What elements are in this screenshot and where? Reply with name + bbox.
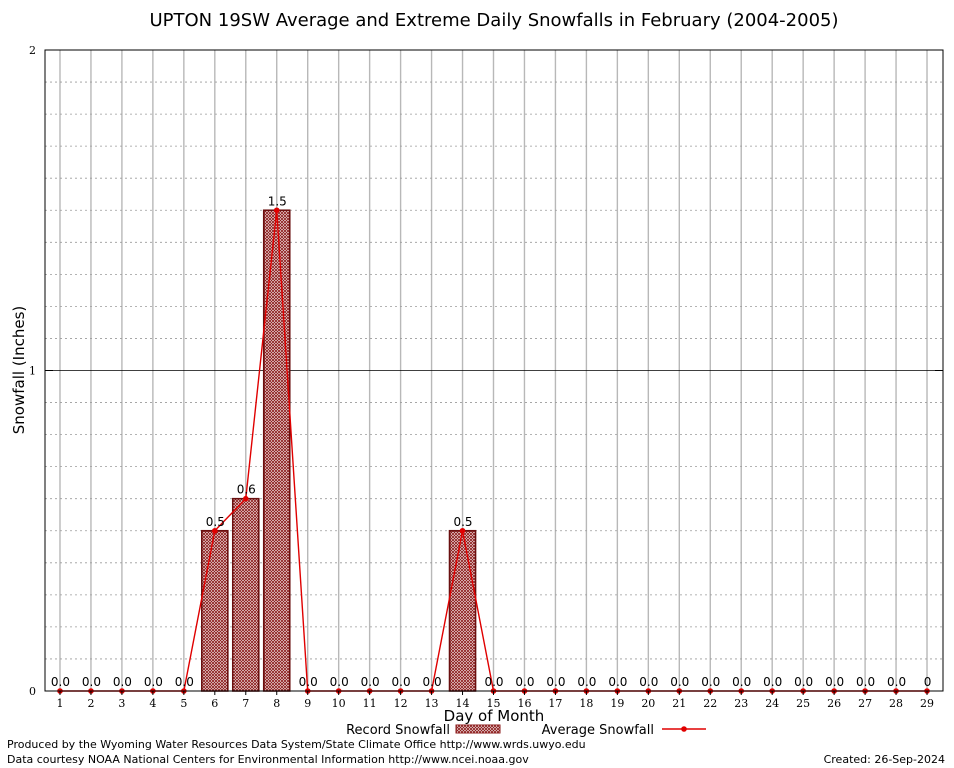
x-tick-label: 18 <box>579 697 593 710</box>
data-label-day-16: 0.0 <box>515 675 534 689</box>
data-label-day-27: 0.0 <box>856 675 875 689</box>
x-tick-label: 27 <box>858 697 872 710</box>
data-label-day-2: 0.0 <box>82 675 101 689</box>
data-label-day-13: 0.0 <box>423 675 442 689</box>
footer-produced-by: Produced by the Wyoming Water Resources … <box>7 738 586 751</box>
x-tick-label: 2 <box>87 697 94 710</box>
data-label-day-23: 0.0 <box>732 675 751 689</box>
data-label-day-24: 0.0 <box>763 675 782 689</box>
data-label-day-12: 0.0 <box>392 675 411 689</box>
data-label-day-11: 0.0 <box>361 675 380 689</box>
x-tick-label: 15 <box>487 697 501 710</box>
legend-average-label: Average Snowfall <box>542 723 654 738</box>
legend: Record Snowfall Average Snowfall <box>346 723 706 738</box>
grid-lines <box>45 50 943 691</box>
x-tick-label: 9 <box>304 697 311 710</box>
data-label-day-1: 0.0 <box>51 675 70 689</box>
x-tick-label: 17 <box>548 697 562 710</box>
data-label-day-18: 0.0 <box>577 675 596 689</box>
data-label-day-14: 0.5 <box>453 515 472 529</box>
y-tick-label: 0 <box>29 685 36 698</box>
legend-average-marker <box>681 726 687 732</box>
bar-day-6 <box>201 529 229 692</box>
data-label-day-25: 0.0 <box>794 675 813 689</box>
x-tick-label: 25 <box>796 697 810 710</box>
data-label-day-21: 0.0 <box>670 675 689 689</box>
x-tick-label: 28 <box>889 697 903 710</box>
y-axis-label: Snowfall (Inches) <box>10 306 28 434</box>
x-tick-label: 22 <box>703 697 717 710</box>
data-label-day-20: 0.0 <box>639 675 658 689</box>
x-tick-label: 4 <box>149 697 156 710</box>
data-label-day-3: 0.0 <box>113 675 132 689</box>
data-label-day-29: 0 <box>924 675 932 689</box>
x-tick-label: 5 <box>180 697 187 710</box>
x-tick-label: 3 <box>118 697 125 710</box>
legend-record-label: Record Snowfall <box>346 723 450 738</box>
legend-record-swatch <box>455 724 501 734</box>
x-tick-label: 24 <box>765 697 779 710</box>
x-tick-label: 11 <box>363 697 377 710</box>
data-label-day-28: 0.0 <box>887 675 906 689</box>
data-labels: 0.0 0.0 0.0 0.0 0.0 0.5 0.6 1.5 0.0 0.0 0.0 0.0 0.0 0… <box>51 194 931 689</box>
x-tick-label: 1 <box>56 697 63 710</box>
bar-day-14 <box>448 529 477 692</box>
data-label-day-26: 0.0 <box>825 675 844 689</box>
x-tick-label: 13 <box>425 697 439 710</box>
bar-day-7 <box>231 497 260 692</box>
average-point-day-14 <box>459 527 466 534</box>
x-tick-label: 12 <box>394 697 408 710</box>
data-label-day-4: 0.0 <box>144 675 163 689</box>
data-label-day-6: 0.5 <box>206 515 225 529</box>
x-tick-label: 16 <box>517 697 531 710</box>
x-tick-label: 14 <box>456 697 470 710</box>
footer-created: Created: 26-Sep-2024 <box>823 753 945 766</box>
x-tick-label: 8 <box>273 697 280 710</box>
x-tick-label: 23 <box>734 697 748 710</box>
x-tick-label: 7 <box>242 697 249 710</box>
y-axis-ticks: 0 1 2 <box>29 44 943 698</box>
data-label-day-17: 0.0 <box>546 675 565 689</box>
x-tick-label: 19 <box>610 697 624 710</box>
average-point-day-6 <box>212 527 218 534</box>
y-tick-label: 1 <box>29 365 36 378</box>
footer-data-courtesy: Data courtesy NOAA National Centers for … <box>7 753 529 766</box>
data-label-day-19: 0.0 <box>608 675 627 689</box>
x-axis-ticks: 1 2 3 4 5 6 7 8 9 10 11 12 13 14 15 16 17 18 19 20 21 22 23 24 2… <box>56 691 934 710</box>
data-label-day-5: 0.0 <box>175 675 194 689</box>
x-tick-label: 29 <box>920 697 934 710</box>
x-tick-label: 6 <box>211 697 218 710</box>
x-tick-label: 10 <box>332 697 346 710</box>
x-tick-label: 21 <box>672 697 686 710</box>
average-point-day-7 <box>242 495 249 502</box>
data-label-day-10: 0.0 <box>330 675 349 689</box>
data-label-day-7: 0.6 <box>237 483 256 497</box>
x-axis-label: Day of Month <box>444 707 545 725</box>
average-point-day-8 <box>273 207 280 214</box>
data-label-day-15: 0.0 <box>484 675 503 689</box>
bar-day-8 <box>262 209 291 692</box>
x-tick-label: 20 <box>641 697 655 710</box>
data-label-day-8: 1.5 <box>268 194 287 208</box>
data-label-day-22: 0.0 <box>701 675 720 689</box>
data-label-day-9: 0.0 <box>299 675 318 689</box>
x-tick-label: 26 <box>827 697 841 710</box>
chart-title: UPTON 19SW Average and Extreme Daily Sno… <box>149 10 838 31</box>
y-tick-label: 2 <box>29 44 36 57</box>
